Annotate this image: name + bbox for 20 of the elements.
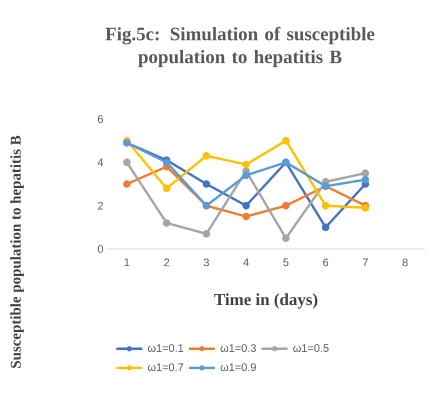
legend-label: ω1=0.1 [148, 344, 184, 352]
x-tick-label: 4 [243, 258, 249, 266]
y-axis-title: Susceptible population to hepatitis B [10, 136, 24, 368]
x-axis-title: Time in (days) [214, 293, 318, 309]
legend-label: ω1=0.7 [148, 363, 184, 372]
chart-title: Fig.5c: Simulation of susceptible population to hepatitis B [105, 26, 374, 68]
y-tick-label: 6 [98, 115, 103, 123]
legend-label: ω1=0.3 [220, 344, 256, 352]
x-tick-label: 2 [164, 258, 170, 266]
x-tick-label: 8 [402, 258, 408, 266]
x-tick-label: 1 [124, 258, 130, 266]
y-tick-label: 2 [98, 202, 103, 210]
x-tick-label: 3 [204, 258, 209, 266]
legend-label: ω1=0.9 [220, 363, 256, 372]
x-tick-label: 5 [283, 258, 288, 266]
x-tick-label: 6 [323, 258, 328, 266]
x-tick-label: 7 [362, 258, 368, 266]
legend-label: ω1=0.5 [293, 344, 329, 352]
y-tick-label: 0 [98, 245, 104, 253]
y-tick-label: 4 [98, 158, 104, 166]
